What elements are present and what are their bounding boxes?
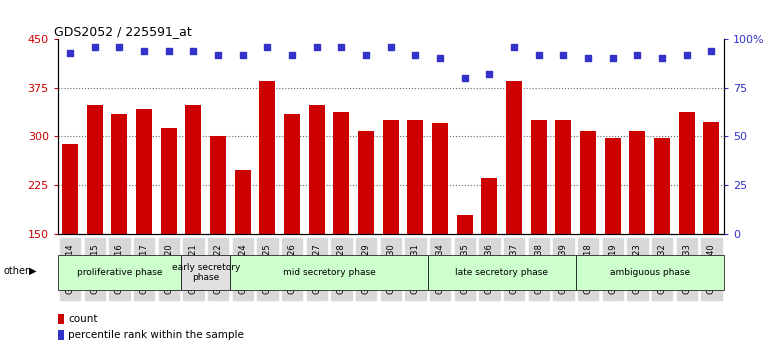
Bar bbox=[358, 131, 374, 234]
Text: early secretory
phase: early secretory phase bbox=[172, 263, 240, 282]
Point bbox=[607, 56, 619, 61]
Point bbox=[557, 52, 570, 57]
Point bbox=[705, 48, 718, 53]
Bar bbox=[555, 120, 571, 234]
Text: percentile rank within the sample: percentile rank within the sample bbox=[68, 330, 244, 340]
Bar bbox=[87, 105, 102, 234]
Point bbox=[236, 52, 249, 57]
Bar bbox=[531, 120, 547, 234]
Bar bbox=[210, 136, 226, 234]
Bar bbox=[309, 105, 325, 234]
Point bbox=[187, 48, 199, 53]
Point bbox=[212, 52, 224, 57]
Bar bbox=[235, 170, 251, 234]
Bar bbox=[580, 131, 596, 234]
Text: count: count bbox=[68, 314, 98, 324]
Bar bbox=[161, 128, 177, 234]
Text: mid secretory phase: mid secretory phase bbox=[283, 268, 376, 277]
Point bbox=[384, 44, 397, 50]
Point bbox=[335, 44, 347, 50]
Point bbox=[434, 56, 447, 61]
Point bbox=[631, 52, 644, 57]
Bar bbox=[407, 120, 424, 234]
Text: GDS2052 / 225591_at: GDS2052 / 225591_at bbox=[55, 25, 192, 38]
Point bbox=[533, 52, 545, 57]
Bar bbox=[604, 138, 621, 234]
Bar bbox=[506, 81, 522, 234]
Bar bbox=[481, 178, 497, 234]
Point bbox=[459, 75, 471, 81]
Bar bbox=[136, 109, 152, 234]
Bar bbox=[457, 216, 473, 234]
Bar bbox=[186, 105, 202, 234]
Bar bbox=[112, 114, 128, 234]
Point bbox=[681, 52, 693, 57]
Bar bbox=[432, 123, 448, 234]
Point bbox=[162, 48, 175, 53]
Text: late secretory phase: late secretory phase bbox=[455, 268, 548, 277]
Bar bbox=[383, 120, 399, 234]
Bar bbox=[333, 112, 350, 234]
Point bbox=[64, 50, 76, 55]
Bar bbox=[654, 138, 670, 234]
Bar bbox=[259, 81, 276, 234]
Text: other: other bbox=[4, 266, 30, 276]
Text: ambiguous phase: ambiguous phase bbox=[610, 268, 690, 277]
Bar bbox=[629, 131, 645, 234]
Bar bbox=[284, 114, 300, 234]
Point bbox=[360, 52, 372, 57]
Point bbox=[508, 44, 521, 50]
Point bbox=[113, 44, 126, 50]
Point bbox=[484, 71, 496, 77]
Text: ▶: ▶ bbox=[29, 266, 37, 276]
Text: proliferative phase: proliferative phase bbox=[77, 268, 162, 277]
Bar bbox=[704, 122, 719, 234]
Bar bbox=[679, 112, 695, 234]
Point bbox=[261, 44, 273, 50]
Point bbox=[286, 52, 298, 57]
Point bbox=[138, 48, 150, 53]
Point bbox=[656, 56, 668, 61]
Point bbox=[410, 52, 422, 57]
Point bbox=[582, 56, 594, 61]
Point bbox=[89, 44, 101, 50]
Bar bbox=[62, 144, 78, 234]
Point bbox=[310, 44, 323, 50]
